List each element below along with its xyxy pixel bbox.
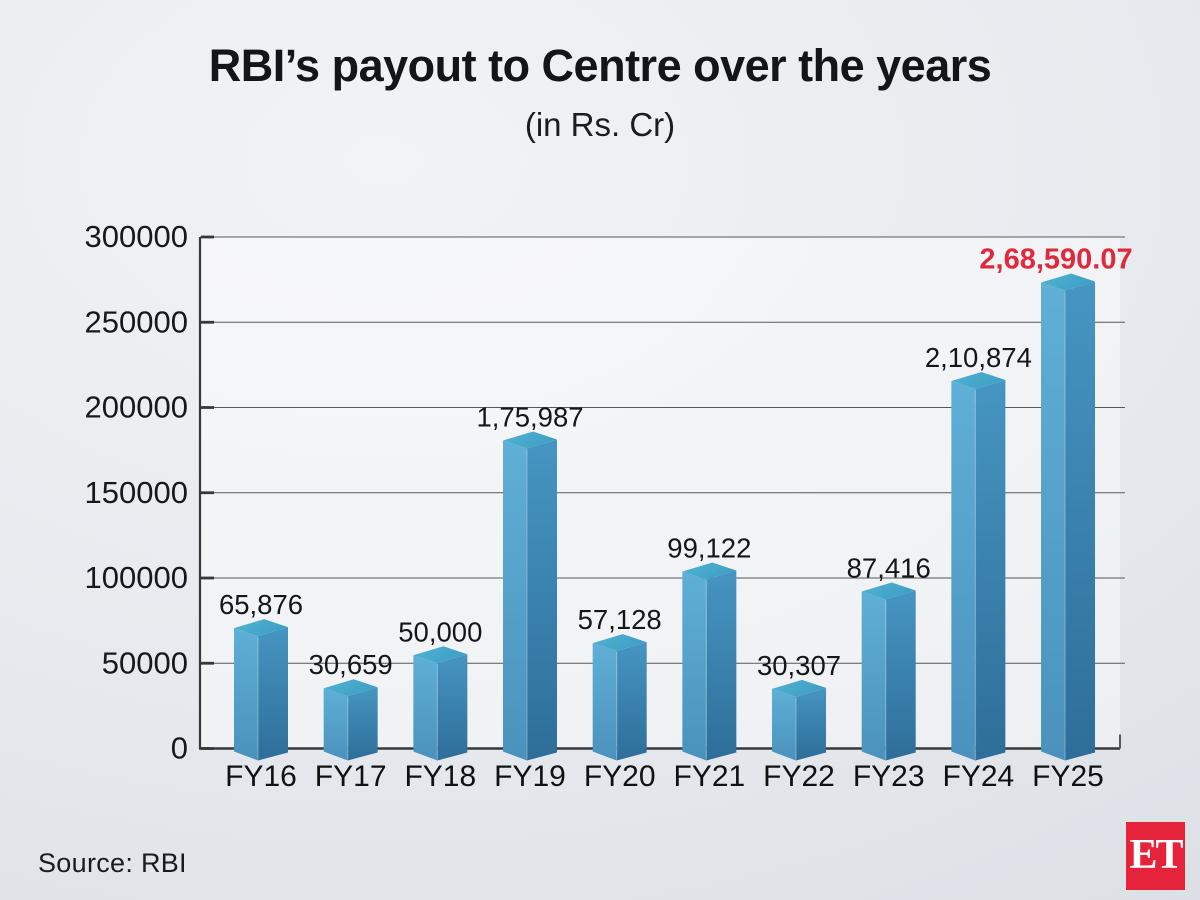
- value-label-fy18: 50,000: [398, 616, 482, 647]
- x-tick-label-fy17: FY17: [315, 760, 387, 793]
- bar-right-face: [1065, 281, 1096, 761]
- bar-top-face: [234, 619, 288, 637]
- bar-top-face: [1041, 273, 1096, 291]
- bar-fy20: [592, 634, 647, 761]
- y-tick-200000: [201, 406, 214, 409]
- bar-fy21: [682, 562, 737, 761]
- bar-left-face: [323, 688, 348, 761]
- source-note: Source: RBI: [38, 848, 187, 878]
- x-tick-label-fy22: FY22: [763, 760, 835, 793]
- value-label-fy20: 57,128: [578, 604, 662, 635]
- bar-right-face: [258, 627, 288, 761]
- x-tick-label-fy23: FY23: [853, 760, 925, 793]
- bar-fy24: [951, 371, 1006, 761]
- bar-right-face: [796, 687, 827, 761]
- y-tick-label-250000: 250000: [85, 304, 188, 339]
- y-tick-50000: [201, 661, 214, 665]
- bar-fy16: [234, 619, 288, 761]
- bar-top-face: [682, 562, 737, 580]
- value-label-fy21: 99,122: [667, 532, 751, 563]
- bar-left-face: [413, 655, 438, 761]
- bar-fy22: [772, 679, 827, 761]
- x-tick-label-fy24: FY24: [943, 760, 1015, 793]
- x-tick-label-fy21: FY21: [673, 760, 745, 793]
- bar-left-face: [503, 440, 528, 761]
- y-tick-150000: [201, 491, 214, 495]
- x-tick-label-fy16: FY16: [225, 760, 297, 793]
- bar-top-face: [592, 634, 647, 652]
- bar-left-face: [772, 688, 797, 761]
- bar-fy18: [413, 646, 468, 761]
- chart-subtitle: (in Rs. Cr): [524, 106, 676, 143]
- y-tick-label-200000: 200000: [85, 390, 188, 425]
- value-label-fy17: 30,659: [309, 649, 393, 680]
- bar-right-face: [706, 570, 737, 761]
- y-tick-300000: [201, 235, 214, 239]
- bar-right-face: [437, 654, 468, 761]
- bar-fy25: [1041, 273, 1096, 761]
- y-tick-100000: [201, 576, 214, 580]
- bar-fy17: [323, 679, 378, 761]
- y-tick-250000: [201, 320, 214, 324]
- value-label-fy23: 87,416: [847, 552, 931, 583]
- bar-top-face: [413, 646, 468, 664]
- bar-right-face: [527, 439, 558, 761]
- bar-left-face: [951, 380, 976, 761]
- bar-right-face: [885, 590, 916, 761]
- y-tick-label-50000: 50000: [102, 645, 188, 680]
- x-tick-label-fy19: FY19: [494, 760, 566, 793]
- bar-top-face: [861, 582, 916, 600]
- bar-right-face: [975, 379, 1006, 761]
- bar-right-face: [616, 642, 647, 761]
- bar-top-face: [503, 431, 558, 449]
- x-tick-label-fy25: FY25: [1032, 760, 1104, 793]
- y-tick-label-100000: 100000: [85, 560, 188, 595]
- et-logo-text: ET: [1129, 832, 1183, 878]
- bar-fy23: [861, 582, 916, 761]
- chart-title: RBI’s payout to Centre over the years: [208, 40, 992, 91]
- et-logo: ET: [1126, 822, 1185, 890]
- bar-left-face: [1041, 282, 1066, 761]
- value-label-fy16: 65,876: [219, 589, 303, 620]
- x-tick-label-fy20: FY20: [584, 760, 656, 793]
- bar-left-face: [234, 628, 258, 761]
- bar-left-face: [682, 571, 707, 761]
- value-label-fy24: 2,10,874: [925, 342, 1032, 373]
- value-label-fy25: 2,68,590.07: [979, 244, 1132, 276]
- value-label-fy19: 1,75,987: [476, 401, 583, 432]
- bar-right-face: [347, 687, 378, 761]
- y-tick-label-0: 0: [171, 731, 188, 766]
- bar-left-face: [861, 591, 886, 761]
- y-tick-label-300000: 300000: [85, 219, 188, 254]
- bar-left-face: [592, 643, 617, 761]
- bar-fy19: [503, 431, 558, 761]
- chart-header: RBI’s payout to Centre over the years (i…: [0, 0, 1200, 144]
- y-tick-label-150000: 150000: [85, 475, 188, 510]
- bar-top-face: [772, 679, 827, 697]
- x-tick-label-fy18: FY18: [404, 760, 476, 793]
- value-label-fy22: 30,307: [757, 650, 841, 681]
- bar-top-face: [323, 679, 378, 697]
- bar-top-face: [951, 371, 1006, 389]
